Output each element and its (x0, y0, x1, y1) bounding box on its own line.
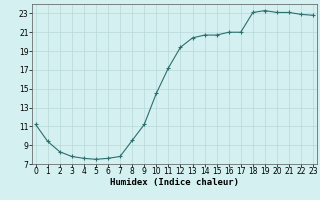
X-axis label: Humidex (Indice chaleur): Humidex (Indice chaleur) (110, 178, 239, 187)
